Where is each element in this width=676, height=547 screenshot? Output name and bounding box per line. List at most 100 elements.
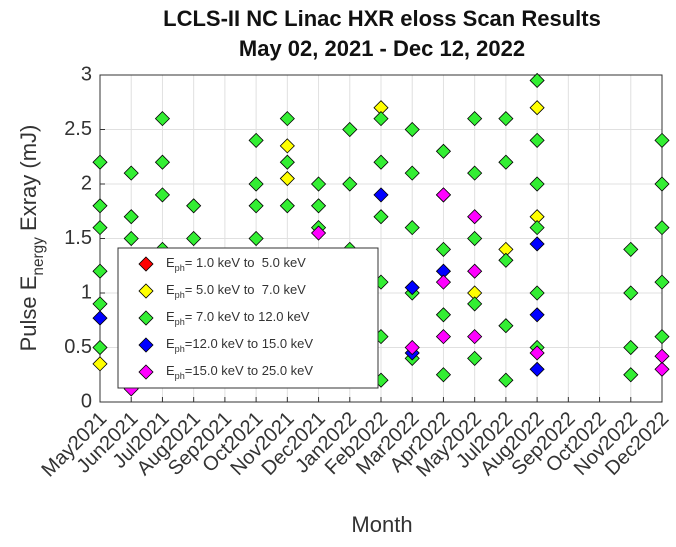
legend-marker	[138, 256, 154, 272]
data-point	[123, 209, 139, 225]
data-point	[467, 230, 483, 247]
data-point	[92, 310, 108, 326]
data-point	[529, 345, 545, 361]
legend-box	[117, 247, 379, 389]
legend-label: Eph=15.0 keV to 25.0 keV	[166, 363, 313, 381]
y-tick-label: 1	[81, 281, 92, 303]
y-tick-label: 0.5	[64, 336, 92, 358]
chart-subtitle: May 02, 2021 - Dec 12, 2022	[239, 36, 525, 61]
data-point	[467, 296, 483, 312]
chart-title: LCLS-II NC Linac HXR eloss Scan Results	[163, 6, 601, 31]
data-point	[404, 121, 420, 138]
data-point	[435, 274, 452, 290]
legend-label: Eph= 5.0 keV to 7.0 keV	[166, 282, 306, 300]
data-point	[529, 220, 545, 236]
legend: Eph= 1.0 keV to 5.0 keV Eph= 5.0 keV to 7…	[117, 247, 379, 389]
data-point	[92, 154, 108, 170]
legend-label: Eph= 7.0 keV to 12.0 keV	[166, 309, 310, 327]
data-point	[373, 187, 389, 203]
data-point	[529, 72, 545, 89]
data-point	[529, 285, 545, 301]
data-point	[92, 263, 108, 279]
data-point	[248, 198, 264, 214]
legend-marker	[138, 364, 154, 380]
data-point	[186, 230, 202, 247]
data-point	[342, 176, 358, 192]
data-point	[623, 241, 639, 257]
legend-label: Eph= 1.0 keV to 5.0 keV	[166, 255, 306, 273]
data-point	[279, 111, 295, 127]
data-point	[654, 132, 670, 148]
data-point	[154, 111, 171, 127]
data-point	[404, 279, 420, 296]
data-point	[498, 252, 514, 268]
data-point	[342, 121, 358, 138]
data-point	[154, 154, 171, 170]
data-point	[623, 339, 639, 356]
data-point	[623, 285, 639, 301]
data-point	[498, 154, 514, 170]
data-point	[467, 329, 483, 345]
data-point	[623, 367, 639, 383]
data-point	[654, 361, 670, 377]
legend-marker	[138, 283, 154, 299]
data-point	[373, 154, 389, 170]
y-tick-label: 2.5	[64, 118, 92, 140]
data-point	[248, 176, 264, 192]
data-point	[92, 356, 108, 372]
data-point	[529, 132, 545, 148]
data-point	[279, 198, 295, 214]
data-point	[435, 187, 452, 203]
data-point	[279, 138, 295, 154]
data-point	[498, 372, 514, 388]
legend-marker	[138, 310, 154, 326]
data-point	[529, 236, 545, 252]
x-axis-label: Month	[351, 512, 412, 537]
data-point	[435, 307, 452, 323]
data-point	[248, 132, 264, 148]
data-point	[529, 176, 545, 192]
data-point	[279, 170, 295, 187]
data-point	[529, 361, 545, 377]
data-point	[467, 263, 483, 279]
data-point	[404, 339, 420, 356]
data-point	[404, 165, 420, 181]
data-point	[248, 230, 264, 247]
data-point	[373, 111, 389, 127]
data-point	[92, 198, 108, 214]
data-point	[654, 348, 670, 364]
data-point	[467, 111, 483, 127]
data-point	[310, 198, 327, 214]
y-tick-label: 2	[81, 172, 92, 194]
data-point	[123, 165, 139, 181]
data-point	[186, 198, 202, 214]
data-point	[467, 165, 483, 181]
data-point	[529, 307, 545, 323]
data-point	[529, 100, 545, 116]
data-point	[310, 176, 327, 192]
data-point	[310, 225, 327, 241]
data-point	[654, 176, 670, 192]
data-point	[279, 154, 295, 170]
legend-marker	[138, 337, 154, 353]
data-point	[92, 339, 108, 356]
plot-frame	[99, 74, 663, 403]
data-point	[498, 318, 514, 334]
data-point	[373, 209, 389, 225]
data-point	[123, 230, 139, 247]
legend-label: Eph=12.0 keV to 15.0 keV	[166, 336, 313, 354]
data-point	[654, 220, 670, 236]
data-point	[435, 367, 452, 383]
data-point	[435, 143, 452, 159]
y-tick-label: 1.5	[64, 227, 92, 249]
data-point	[498, 111, 514, 127]
data-point	[435, 241, 452, 257]
data-point	[435, 329, 452, 345]
data-point	[467, 209, 483, 225]
data-point	[654, 329, 670, 345]
y-tick-label: 3	[81, 63, 92, 85]
data-point	[154, 187, 171, 203]
y-axis-label: Pulse Energy Exray (mJ)	[16, 125, 47, 352]
data-point	[92, 220, 108, 236]
